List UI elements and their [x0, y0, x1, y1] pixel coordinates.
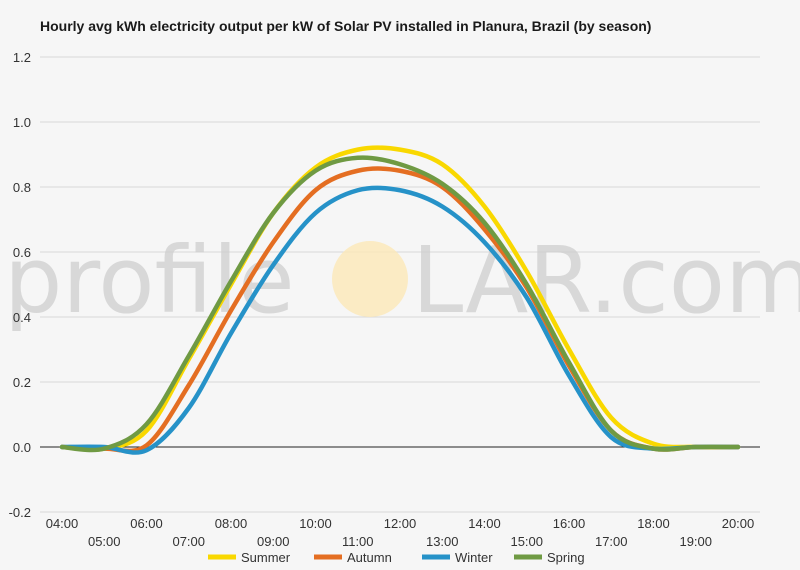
- watermark-text-right: LAR.com: [412, 227, 800, 334]
- legend-label-autumn: Autumn: [347, 550, 392, 565]
- x-tick-label: 20:00: [722, 516, 755, 531]
- x-tick-label: 09:00: [257, 534, 290, 549]
- x-tick-label: 10:00: [299, 516, 332, 531]
- y-tick-label: 0.0: [13, 440, 31, 455]
- x-tick-label: 19:00: [679, 534, 712, 549]
- y-tick-label: 0.4: [13, 310, 31, 325]
- series-lines: [59, 145, 741, 455]
- x-tick-label: 18:00: [637, 516, 670, 531]
- y-tick-label: -0.2: [9, 505, 31, 520]
- y-tick-label: 0.2: [13, 375, 31, 390]
- series-line-winter: [59, 185, 741, 455]
- chart-title: Hourly avg kWh electricity output per kW…: [40, 18, 652, 34]
- y-tick-label: 1.2: [13, 50, 31, 65]
- y-tick-label: 0.6: [13, 245, 31, 260]
- x-axis-ticks: 04:00 05:00 06:00 07:00 08:00 09:00 10:00 11:00…: [46, 516, 755, 549]
- x-tick-label: 14:00: [468, 516, 501, 531]
- x-tick-label: 04:00: [46, 516, 79, 531]
- series-line-spring: [59, 155, 741, 453]
- x-tick-label: 08:00: [215, 516, 248, 531]
- y-axis-ticks: -0.2 0.0 0.2 0.4 0.6 0.8 1.0 1.2: [9, 50, 31, 520]
- x-tick-label: 06:00: [130, 516, 163, 531]
- legend-label-winter: Winter: [455, 550, 493, 565]
- x-tick-label: 13:00: [426, 534, 459, 549]
- x-tick-label: 11:00: [342, 534, 374, 549]
- x-tick-label: 07:00: [172, 534, 205, 549]
- x-tick-label: 16:00: [553, 516, 586, 531]
- legend-label-spring: Spring: [547, 550, 585, 565]
- legend: Summer Autumn Winter Spring: [208, 550, 585, 565]
- watermark-text-left: profile: [4, 227, 295, 334]
- watermark-sun: [332, 241, 408, 317]
- x-tick-label: 15:00: [510, 534, 543, 549]
- y-tick-label: 1.0: [13, 115, 31, 130]
- x-tick-label: 05:00: [88, 534, 121, 549]
- legend-label-summer: Summer: [241, 550, 291, 565]
- x-tick-label: 12:00: [384, 516, 417, 531]
- x-tick-label: 17:00: [595, 534, 628, 549]
- y-tick-label: 0.8: [13, 180, 31, 195]
- watermark: profile LAR.com: [4, 227, 800, 334]
